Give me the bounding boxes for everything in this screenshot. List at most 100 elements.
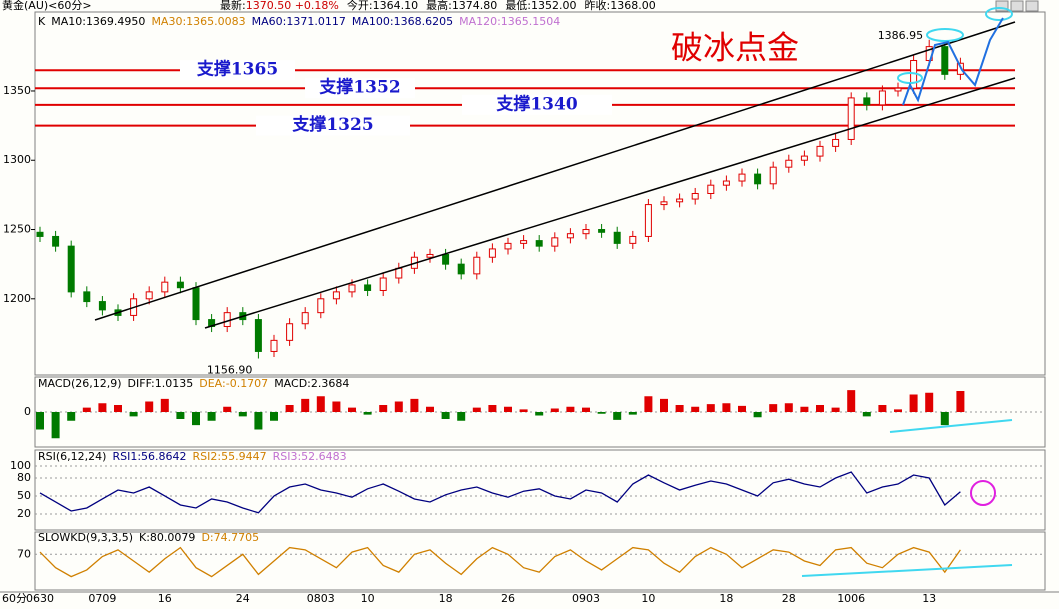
candle-body	[691, 193, 699, 200]
macd-bar	[316, 396, 325, 412]
x-tick-label: 26	[501, 592, 515, 605]
legend: MACD(26,12,9) DIFF:1.0135 DEA:-0.1707 MACD:…	[38, 377, 349, 390]
macd-bar	[660, 398, 668, 412]
macd-bar	[394, 401, 403, 412]
macd-bar	[706, 404, 715, 412]
legend: RSI(6,12,24) RSI1:56.8642 RSI2:55.9447 RSI3…	[38, 450, 347, 463]
macd-bar	[550, 408, 559, 412]
macd-bar	[909, 394, 918, 412]
y-tick-label: 1300	[3, 153, 31, 166]
panel-label: RSI(6,12,24)	[38, 450, 106, 463]
quote-bar: 最新:1370.50 +0.18% 今开:1364.10 最高:1374.80 最低:…	[220, 0, 656, 12]
macd-bar	[223, 406, 232, 412]
macd-bar	[145, 401, 154, 412]
macd-bar	[800, 406, 809, 412]
candle-body	[738, 173, 746, 182]
macd-bar	[753, 412, 762, 418]
y-tick-label: 20	[17, 507, 31, 520]
macd-bar	[894, 409, 902, 412]
x-tick-label: 10	[641, 592, 655, 605]
legend-entry: MA10:1369.4950	[51, 15, 145, 28]
candle-body	[644, 204, 652, 237]
candle-body	[660, 201, 668, 206]
candle-body	[442, 253, 450, 265]
candle-body	[816, 145, 824, 157]
candle-body	[67, 245, 75, 293]
quote-value: 1364.10	[373, 0, 419, 12]
candle-body	[551, 237, 559, 247]
y-tick-label: 100	[10, 459, 31, 472]
candle-body	[800, 155, 808, 161]
candle-body	[754, 173, 762, 185]
macd-bar	[472, 407, 481, 412]
legend-entry: K:80.0079	[139, 531, 195, 544]
candle-body	[878, 90, 886, 106]
quote-value: 1374.80	[452, 0, 498, 12]
macd-bar	[301, 398, 310, 412]
candle-body	[598, 229, 606, 233]
candle-body	[832, 138, 840, 147]
macd-bar	[51, 412, 60, 439]
macd-bar	[410, 398, 419, 412]
candle-body	[473, 256, 481, 275]
annotation: 1156.90	[207, 364, 253, 377]
macd-bar	[956, 391, 965, 412]
macd-bar	[67, 412, 76, 421]
candle-body	[36, 231, 44, 237]
candle-body	[520, 240, 528, 244]
x-tick-label: 28	[782, 592, 796, 605]
candle-body	[504, 242, 512, 250]
macd-bar	[722, 403, 731, 412]
quote-label: 最高:	[426, 0, 452, 12]
macd-bar	[254, 412, 263, 430]
candle-body	[317, 298, 325, 314]
candle-body	[254, 319, 262, 352]
y-tick-label: 1250	[3, 223, 31, 236]
candle-body	[769, 166, 777, 185]
macd-bar	[878, 405, 887, 412]
support-label-bg	[256, 115, 410, 136]
x-tick-label: 0630	[26, 592, 54, 605]
macd-bar	[675, 405, 684, 412]
support-label: 支撑1365	[197, 59, 278, 80]
support-label: 支撑1340	[496, 93, 577, 114]
candle-body	[582, 229, 590, 235]
x-tick-label: 18	[719, 592, 733, 605]
macd-bar	[98, 403, 107, 412]
candle-body	[847, 97, 855, 140]
x-tick-label: 18	[439, 592, 453, 605]
candle-body	[676, 198, 684, 203]
legend: K MA10:1369.4950 MA30:1365.0083 MA60:1371.0…	[38, 15, 560, 28]
candle-body	[145, 291, 153, 300]
window-buttons[interactable]	[995, 0, 1039, 12]
candle-body	[722, 180, 730, 186]
x-tick-label: 0709	[88, 592, 116, 605]
candle-body	[192, 287, 200, 321]
legend-entry: RSI2:55.9447	[193, 450, 267, 463]
macd-bar	[270, 412, 278, 421]
macd-bar	[379, 405, 388, 412]
macd-bar	[348, 407, 356, 412]
x-tick-label: 24	[236, 592, 250, 605]
candle-body	[98, 301, 106, 311]
x-tick-label: 0803	[307, 592, 335, 605]
y-tick-label: 70	[17, 547, 31, 560]
candle-body	[894, 87, 902, 92]
legend-entry: RSI1:56.8642	[112, 450, 186, 463]
macd-bar	[176, 412, 185, 419]
legend-entry: DEA:-0.1707	[199, 377, 268, 390]
annotation: 1386.95	[878, 29, 924, 42]
candle-body	[176, 281, 184, 289]
quote-value: 1370.50 +0.18%	[246, 0, 339, 12]
x-tick-label: 1006	[837, 592, 865, 605]
rsi-line	[39, 471, 961, 514]
macd-bar	[238, 412, 247, 417]
panel-label: MACD(26,12,9)	[38, 377, 122, 390]
frame	[0, 11, 1059, 593]
macd-bar	[82, 407, 91, 412]
macd-bar	[488, 405, 497, 412]
macd-bar	[426, 406, 434, 412]
candle-body	[161, 281, 169, 293]
macd-bar	[192, 412, 200, 426]
